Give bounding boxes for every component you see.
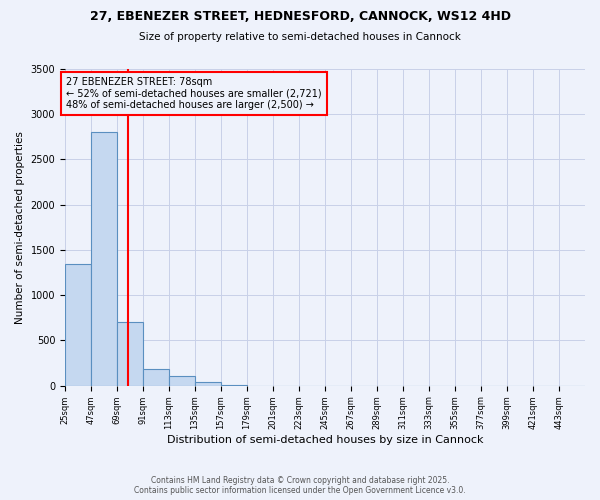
Bar <box>117 322 143 386</box>
Text: 27 EBENEZER STREET: 78sqm
← 52% of semi-detached houses are smaller (2,721)
48% : 27 EBENEZER STREET: 78sqm ← 52% of semi-… <box>66 77 322 110</box>
Y-axis label: Number of semi-detached properties: Number of semi-detached properties <box>15 131 25 324</box>
Bar <box>221 385 247 386</box>
X-axis label: Distribution of semi-detached houses by size in Cannock: Distribution of semi-detached houses by … <box>167 435 483 445</box>
Bar <box>65 264 91 386</box>
Bar <box>143 368 169 386</box>
Text: 27, EBENEZER STREET, HEDNESFORD, CANNOCK, WS12 4HD: 27, EBENEZER STREET, HEDNESFORD, CANNOCK… <box>89 10 511 23</box>
Text: Contains HM Land Registry data © Crown copyright and database right 2025.
Contai: Contains HM Land Registry data © Crown c… <box>134 476 466 495</box>
Bar <box>91 132 117 386</box>
Bar <box>169 376 195 386</box>
Text: Size of property relative to semi-detached houses in Cannock: Size of property relative to semi-detach… <box>139 32 461 42</box>
Bar <box>195 382 221 386</box>
